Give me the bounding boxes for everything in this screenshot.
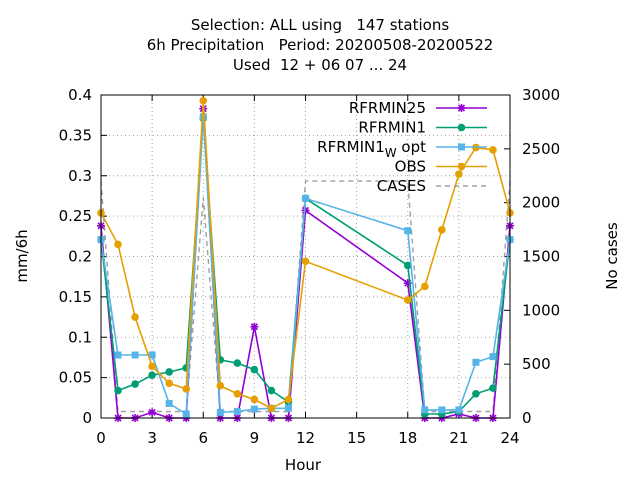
data-point-stroke: [301, 206, 310, 215]
y-tick-label: 0.25: [59, 207, 92, 225]
y2-tick-label: 1500: [522, 248, 560, 266]
data-point: [199, 96, 208, 105]
x-tick-label: 12: [296, 429, 315, 447]
data-point: [302, 194, 309, 202]
data-point: [148, 351, 156, 359]
data-point: [472, 389, 480, 398]
plot-border: [100, 94, 511, 419]
data-point: [421, 406, 429, 414]
x-tick-label: 15: [347, 429, 366, 447]
data-point: [165, 368, 173, 376]
y-tick-label: 0.15: [59, 288, 92, 306]
y-tick-label: 0.05: [59, 369, 92, 387]
y2-tick-label: 2000: [522, 194, 560, 212]
data-point: [131, 351, 139, 359]
x-tick-label: 24: [500, 429, 519, 447]
data-point: [284, 395, 293, 404]
grid-layer: [101, 95, 510, 418]
series-layer: [97, 96, 514, 422]
data-point: [438, 406, 446, 414]
data-point: [250, 395, 259, 404]
data-point: [233, 408, 241, 416]
data-point: [301, 206, 310, 215]
data-point: [148, 371, 156, 380]
data-point: [114, 240, 122, 249]
legend-label: OBS: [395, 158, 426, 176]
data-point: [267, 404, 276, 413]
x-tick-label: 21: [449, 429, 468, 447]
data-point: [472, 358, 480, 366]
data-point: [250, 405, 258, 413]
data-point: [114, 386, 122, 395]
data-point: [165, 379, 173, 388]
y2-tick-label: 3000: [522, 86, 560, 104]
chart-title-line-2: 6h Precipitation Period: 20200508-202005…: [146, 36, 494, 54]
data-point: [165, 399, 173, 407]
data-point: [182, 385, 191, 393]
y-axis-label: mm/6h: [13, 229, 31, 283]
x-tick-label: 6: [198, 429, 208, 447]
data-point: [455, 170, 463, 178]
y2-tick-label: 0: [522, 409, 532, 427]
x-tick-label: 9: [250, 429, 260, 447]
y-tick-label: 0.1: [68, 328, 92, 346]
data-point: [457, 123, 466, 132]
legend-label: RFRMIN1: [358, 119, 426, 137]
data-point: [301, 257, 310, 266]
x-tick-label: 18: [398, 429, 417, 447]
y-tick-label: 0: [82, 409, 92, 427]
y-tick-label: 0.4: [68, 86, 92, 104]
data-point: [182, 410, 190, 418]
legend-label: CASES: [377, 177, 426, 195]
legend-label: RFRMIN1W opt: [317, 138, 426, 160]
legend-label: RFRMIN25: [349, 99, 426, 117]
y-tick-label: 0.2: [68, 248, 92, 266]
data-point: [403, 261, 412, 270]
y-tick-label: 0.3: [68, 167, 92, 185]
data-point: [403, 296, 412, 304]
x-axis-label: Hour: [284, 456, 322, 474]
series-line: [100, 100, 511, 410]
y2-tick-label: 500: [522, 355, 551, 373]
data-point: [284, 404, 292, 412]
data-point: [489, 384, 497, 392]
x-tick-label: 3: [147, 429, 157, 447]
data-point-stroke: [457, 104, 466, 112]
data-point: [489, 353, 497, 361]
data-point: [438, 226, 446, 234]
data-point: [250, 322, 259, 331]
data-point: [131, 313, 139, 321]
data-point: [404, 227, 412, 235]
data-point: [114, 351, 122, 359]
data-point: [233, 359, 242, 367]
ticks-layer: 00.050.10.150.20.250.30.350.405001000150…: [59, 86, 561, 447]
data-point: [420, 282, 429, 291]
data-point: [457, 162, 466, 171]
data-point: [457, 104, 466, 112]
series-3: [97, 96, 514, 413]
chart-title-line-3: Used 12 + 06 07 ... 24: [232, 56, 408, 74]
x-tick-label: 0: [96, 429, 106, 447]
y2-tick-label: 1000: [522, 301, 560, 319]
data-point: [148, 408, 157, 417]
data-point: [216, 408, 224, 416]
data-point: [131, 380, 139, 388]
y2-axis-label: No cases: [603, 222, 621, 290]
data-point: [458, 143, 465, 151]
data-point: [148, 362, 156, 371]
y-tick-label: 0.35: [59, 126, 92, 144]
data-point: [216, 381, 225, 390]
data-point: [267, 386, 276, 395]
chart-title-line-1: Selection: ALL using 147 stations: [190, 16, 450, 34]
data-point-stroke: [250, 323, 258, 331]
data-point: [233, 389, 242, 398]
data-point: [199, 113, 207, 121]
data-point: [489, 146, 497, 154]
data-point-stroke: [148, 408, 156, 416]
y2-tick-label: 2500: [522, 140, 560, 158]
data-point: [455, 406, 463, 414]
data-point: [250, 365, 259, 374]
